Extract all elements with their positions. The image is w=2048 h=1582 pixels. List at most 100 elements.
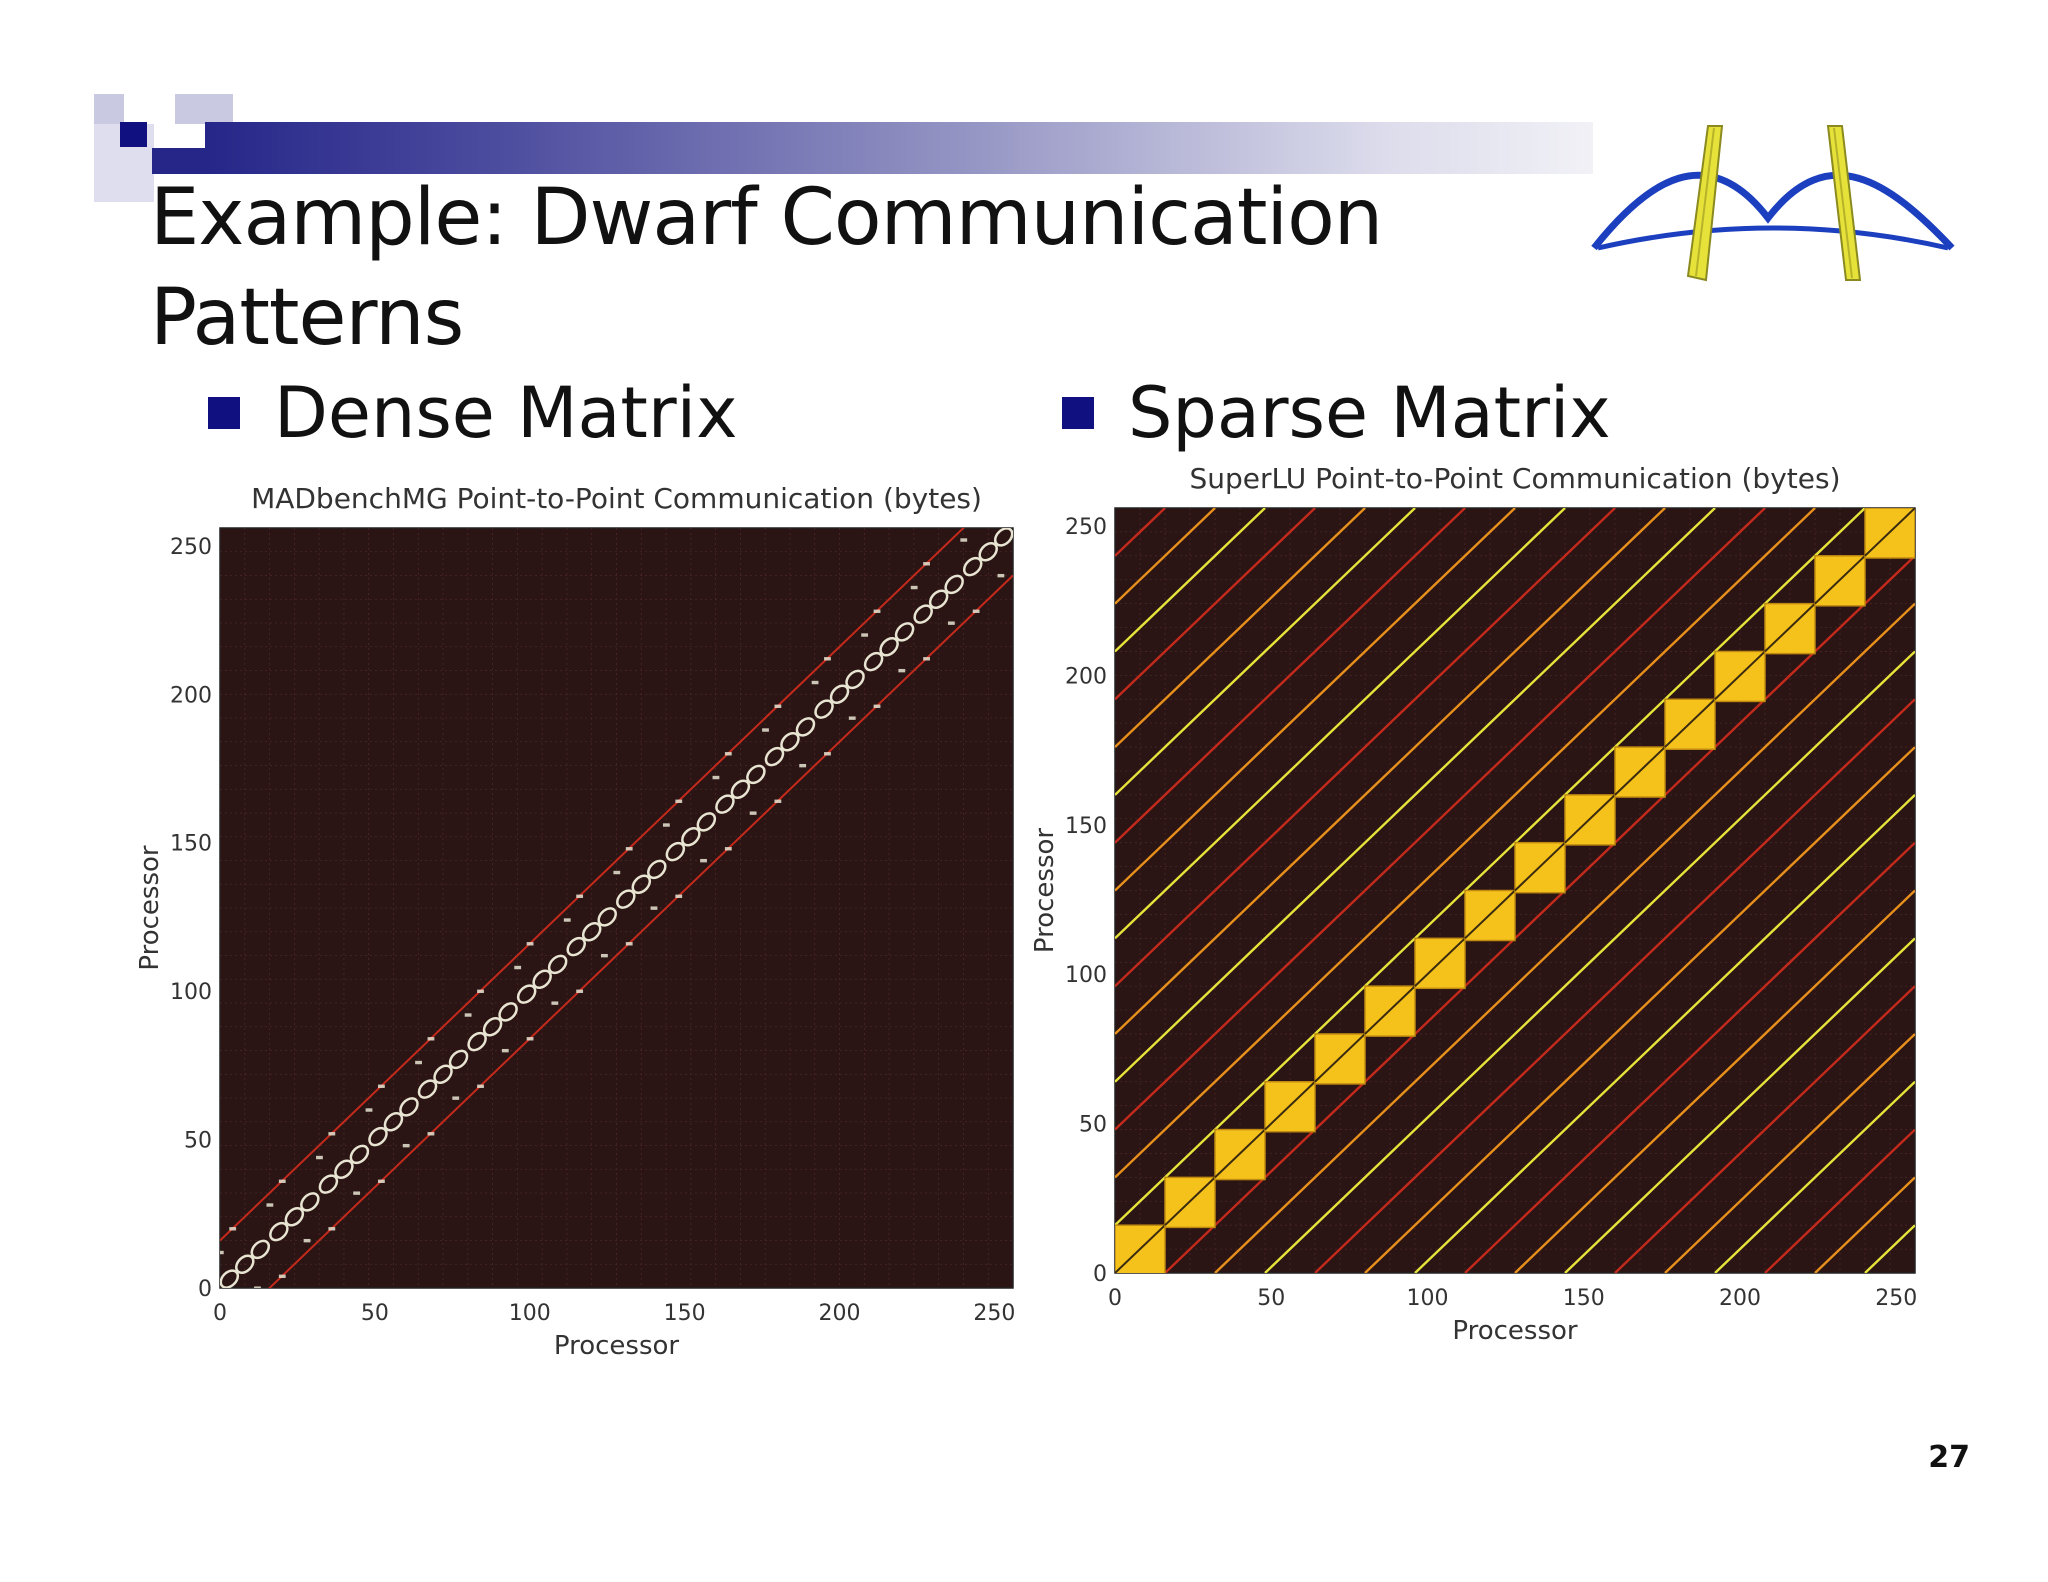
bridge-logo-icon (1591, 125, 1955, 282)
diagonal-line (1664, 1033, 1915, 1273)
y-tick-label: 0 (198, 1277, 212, 1302)
cluster-marker (467, 1031, 487, 1052)
diagonal-line (1115, 508, 1316, 701)
cluster-tick (700, 858, 707, 863)
diagonal-line (1115, 508, 1416, 796)
cluster-marker (746, 764, 766, 785)
diagonal-line (1115, 508, 1816, 1179)
cluster-tick (848, 716, 856, 720)
bullet-sparse-matrix: Sparse Matrix (1062, 368, 1611, 458)
x-tick-label: 150 (1563, 1286, 1605, 1311)
slide-title-line: Example: Dwarf Communication (150, 173, 1383, 263)
cluster-marker (300, 1192, 320, 1212)
cluster-marker (349, 1144, 370, 1165)
cluster-tick (427, 1037, 435, 1041)
off-diagonal-band (268, 574, 1013, 1288)
cluster-tick (551, 1001, 559, 1005)
diagonal-line (1115, 508, 1566, 940)
cluster-marker (780, 731, 800, 752)
x-tick-label: 100 (1407, 1286, 1449, 1311)
cluster-tick (563, 918, 571, 922)
cluster-tick (452, 1096, 460, 1100)
header-decor-square (120, 122, 147, 147)
diagonal-line (1115, 508, 1466, 844)
bullet-dense-matrix: Dense Matrix (208, 368, 738, 458)
heatmap-cells (220, 515, 1013, 1288)
cluster-tick (824, 657, 831, 661)
cluster-tick (973, 515, 980, 518)
cluster-marker (399, 1097, 419, 1117)
cluster-marker (482, 1016, 503, 1037)
cluster-tick (898, 668, 906, 673)
block-diagonal (1714, 650, 1766, 700)
bullet-square-icon (208, 397, 240, 429)
cluster-tick (365, 1108, 373, 1112)
cluster-tick (464, 1013, 472, 1017)
cluster-tick (427, 1132, 435, 1136)
diagonal-line (1364, 746, 1915, 1273)
cluster-tick (712, 775, 720, 780)
header-decor-square (94, 94, 124, 124)
block-diagonal (1314, 1033, 1366, 1083)
diagonal-line (1115, 508, 1366, 748)
diagonal-line (1514, 889, 1915, 1273)
diagonal-line (1115, 508, 1166, 557)
cluster-marker (962, 556, 983, 577)
cluster-marker (566, 936, 586, 957)
cluster-marker (795, 717, 816, 737)
cluster-marker (448, 1049, 469, 1070)
x-tick-label: 200 (819, 1301, 861, 1326)
y-tick-label: 50 (1079, 1113, 1107, 1138)
diagonal-line (1464, 841, 1915, 1273)
x-tick-label: 200 (1719, 1286, 1761, 1311)
cluster-tick (353, 1191, 361, 1195)
diagonal-line (1115, 508, 1616, 987)
cluster-tick (873, 704, 881, 708)
x-tick-label: 50 (1257, 1286, 1285, 1311)
cluster-tick (972, 609, 980, 613)
cluster-marker (235, 1254, 255, 1275)
cluster-tick (266, 1203, 274, 1207)
cluster-tick (910, 585, 918, 590)
cluster-tick (477, 1084, 484, 1088)
cluster-tick (328, 1132, 336, 1136)
sparse-matrix-heatmap: SuperLU Point-to-Point Communication (by… (1030, 462, 1917, 1345)
diagonal-line (1264, 650, 1915, 1273)
cluster-marker (498, 1002, 518, 1022)
y-tick-label: 50 (184, 1129, 212, 1154)
cluster-tick (377, 1084, 385, 1088)
cluster-marker (616, 889, 636, 909)
cluster-marker (647, 859, 667, 880)
cluster-tick (923, 657, 930, 661)
cluster-tick (625, 847, 633, 851)
diagonal-line (1614, 985, 1915, 1273)
cluster-marker (829, 684, 850, 705)
cluster-marker (879, 636, 899, 657)
cluster-marker (944, 574, 964, 595)
cluster-marker (269, 1221, 289, 1242)
diagonal-line (1115, 508, 1716, 1083)
x-tick-label: 50 (361, 1301, 389, 1326)
y-axis-label: Processor (135, 845, 165, 971)
block-diagonal (1115, 1224, 1166, 1273)
cluster-tick (526, 1037, 534, 1041)
cluster-tick (501, 1048, 509, 1053)
y-tick-label: 250 (1065, 515, 1107, 540)
cluster-tick (762, 728, 769, 732)
cluster-tick (601, 953, 608, 958)
cluster-tick (650, 906, 658, 910)
bullet-label: Sparse Matrix (1128, 372, 1611, 454)
cluster-marker (597, 907, 617, 927)
cluster-tick (625, 942, 633, 946)
cluster-tick (811, 680, 819, 685)
cluster-marker (383, 1111, 404, 1132)
cluster-tick (774, 799, 782, 803)
diagonal-line (1414, 794, 1915, 1273)
cluster-tick (278, 1179, 286, 1183)
cluster-tick (576, 894, 584, 898)
block-diagonal (1564, 794, 1616, 844)
cluster-tick (662, 823, 670, 827)
cluster-marker (220, 1269, 240, 1288)
y-tick-label: 100 (170, 980, 212, 1005)
